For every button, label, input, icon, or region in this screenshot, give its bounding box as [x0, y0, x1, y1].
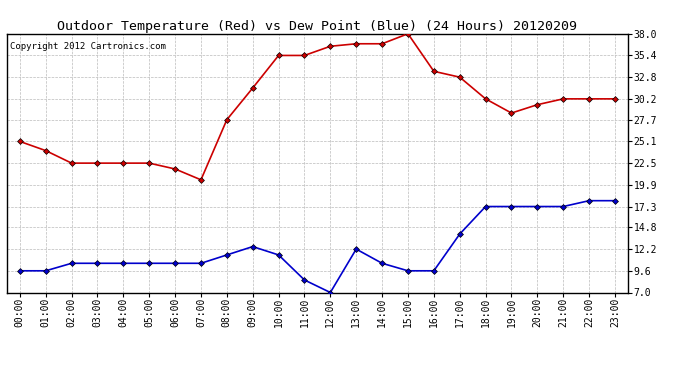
Title: Outdoor Temperature (Red) vs Dew Point (Blue) (24 Hours) 20120209: Outdoor Temperature (Red) vs Dew Point (…	[57, 20, 578, 33]
Text: Copyright 2012 Cartronics.com: Copyright 2012 Cartronics.com	[10, 42, 166, 51]
